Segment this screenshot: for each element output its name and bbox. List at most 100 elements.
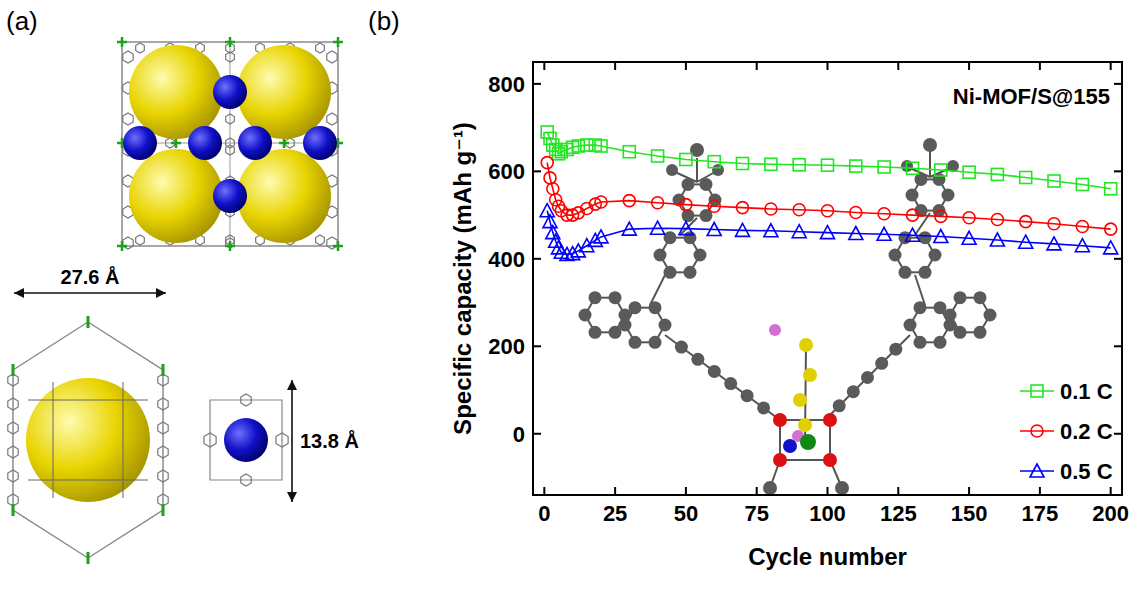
data-point xyxy=(679,222,693,235)
data-point xyxy=(652,197,664,209)
framework-bond xyxy=(28,400,148,401)
lattice-frame xyxy=(122,42,338,246)
data-point xyxy=(547,183,559,195)
framework-ring xyxy=(226,138,235,148)
molecule-atom xyxy=(954,291,967,304)
data-point xyxy=(1048,175,1060,187)
framework-bond xyxy=(175,138,178,148)
data-point xyxy=(991,214,1003,226)
x-tick-label: 200 xyxy=(1092,501,1129,526)
data-point xyxy=(963,212,975,224)
molecule-atom xyxy=(914,301,927,314)
molecule-atom xyxy=(769,324,781,336)
data-point xyxy=(651,221,665,234)
data-point xyxy=(623,146,635,158)
molecule-atom xyxy=(649,336,662,349)
data-point xyxy=(822,159,834,171)
molecule-atom xyxy=(919,266,932,279)
figure: (a)(b)27.6 Å13.8 Å0200400600800025507510… xyxy=(0,0,1148,590)
framework-ring xyxy=(136,43,145,53)
data-point xyxy=(736,223,750,236)
molecule-atom xyxy=(875,357,888,370)
small-cage-sphere xyxy=(123,126,157,160)
y-tick-label: 600 xyxy=(488,159,525,184)
molecule-atom xyxy=(724,377,737,390)
framework-bond xyxy=(28,480,148,481)
data-point xyxy=(1105,223,1117,235)
framework-ring xyxy=(8,446,18,458)
data-point xyxy=(877,227,891,240)
x-tick-label: 50 xyxy=(674,501,698,526)
x-tick xyxy=(968,487,970,495)
x-tick-label: 25 xyxy=(603,501,627,526)
legend-label: 0.5 C xyxy=(1060,459,1113,484)
legend-line xyxy=(1020,390,1054,392)
series-line xyxy=(547,163,1110,230)
framework-ring xyxy=(241,474,251,486)
framework-ring xyxy=(158,470,168,482)
molecule-bond xyxy=(780,459,830,461)
data-point xyxy=(707,223,721,236)
y-tick xyxy=(1114,345,1122,347)
framework-ring xyxy=(158,422,168,434)
data-point xyxy=(1047,237,1061,250)
y-tick xyxy=(533,83,541,85)
y-tick xyxy=(533,258,541,260)
small-cage-sphere xyxy=(224,418,268,462)
arrow-head xyxy=(156,288,166,298)
molecule-atom xyxy=(609,291,622,304)
data-point xyxy=(991,168,1003,180)
data-point xyxy=(1105,183,1117,195)
legend-label: 0.1 C xyxy=(1060,379,1113,404)
framework-bond xyxy=(229,37,232,47)
small-cage-sphere xyxy=(188,126,222,160)
molecule-atom xyxy=(629,336,642,349)
molecule-atom xyxy=(929,249,942,262)
chart-title: Ni-MOF/S@155 xyxy=(953,84,1110,109)
framework-ring xyxy=(204,433,216,447)
framework-ring xyxy=(241,394,251,406)
data-point xyxy=(907,162,919,174)
molecule-atom xyxy=(889,249,902,262)
molecule-atom xyxy=(799,338,813,352)
data-point xyxy=(594,230,608,243)
data-point xyxy=(906,228,920,241)
large-cage-frame xyxy=(13,322,163,558)
chart: 02004006008000255075100125150175200Cycle… xyxy=(449,62,1129,570)
data-point xyxy=(680,199,692,211)
framework-bond xyxy=(337,37,340,47)
molecule-atom xyxy=(914,336,927,349)
molecule-bond xyxy=(825,335,910,420)
data-point xyxy=(1075,239,1089,252)
framework-bond xyxy=(12,504,15,516)
y-tick xyxy=(533,345,541,347)
panel-label: (a) xyxy=(6,6,38,36)
data-point xyxy=(1104,241,1118,254)
molecule-atom xyxy=(579,309,592,322)
data-point xyxy=(878,161,890,173)
framework-ring xyxy=(123,113,133,125)
molecule-atom xyxy=(684,266,697,279)
arrow-head xyxy=(287,380,297,390)
data-point xyxy=(907,209,919,221)
y-tick-label: 800 xyxy=(488,72,525,97)
molecule-atom xyxy=(773,453,787,467)
x-tick-label: 0 xyxy=(538,501,550,526)
dimension-arrow xyxy=(14,292,166,294)
molecule-atom xyxy=(823,453,837,467)
small-cage-sphere xyxy=(238,126,272,160)
data-point xyxy=(595,196,607,208)
molecule-atom xyxy=(974,291,987,304)
framework-bond xyxy=(162,504,165,516)
data-point xyxy=(990,233,1004,246)
framework-bond xyxy=(121,241,124,251)
data-point xyxy=(935,164,947,176)
x-tick xyxy=(685,487,687,495)
data-point xyxy=(1076,179,1088,191)
data-point xyxy=(680,154,692,166)
x-tick xyxy=(897,487,899,495)
framework-ring xyxy=(158,398,168,410)
molecule-atom xyxy=(609,326,622,339)
framework-bond xyxy=(230,42,231,246)
data-point xyxy=(1048,218,1060,230)
